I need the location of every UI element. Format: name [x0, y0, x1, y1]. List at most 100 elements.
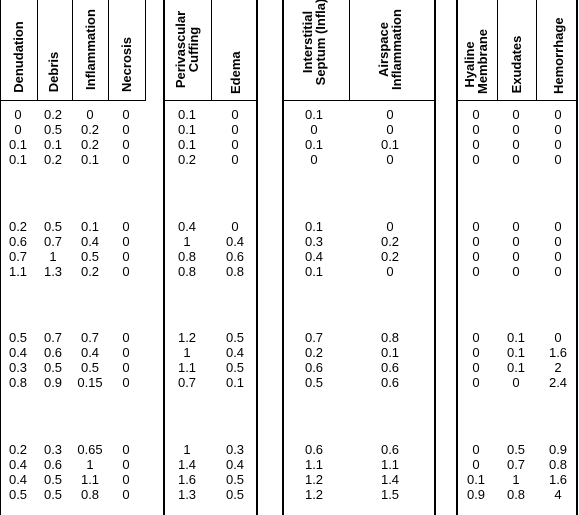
table-cell: 0: [86, 107, 94, 122]
table-cell: 0: [122, 375, 130, 390]
table-cell: 0.8: [80, 487, 100, 502]
table-cell: 1.5: [380, 487, 400, 502]
table-cell: 0.2: [8, 442, 28, 457]
table-cell: 1.6: [548, 472, 568, 487]
table-cell: 0.5: [506, 442, 526, 457]
table-cell: 0: [122, 152, 130, 167]
table-cell: 0.1: [225, 375, 245, 390]
table-cell: 0: [472, 442, 480, 457]
table-cell: 0.7: [80, 330, 100, 345]
table-cell: 0.8: [8, 375, 28, 390]
table-cell: 0.2: [80, 137, 100, 152]
table-cell: 0.9: [466, 487, 486, 502]
table-cell: 0.8: [177, 264, 197, 279]
table-cell: 0.5: [43, 360, 63, 375]
table-cell: 0: [554, 264, 562, 279]
table-cell: 0.8: [225, 264, 245, 279]
column-header-label: Exudates: [508, 35, 524, 94]
table-cell: 0.1: [304, 137, 324, 152]
table-cell: 1: [183, 442, 191, 457]
table-cell: 0: [554, 219, 562, 234]
table-cell: 0.5: [43, 219, 63, 234]
table-cell: 0.5: [304, 375, 324, 390]
table-cell: 0.2: [380, 249, 400, 264]
column-header-line: Denudation: [10, 21, 26, 93]
table-cell: 0: [386, 219, 394, 234]
table-cell: 0: [512, 137, 520, 152]
table-cell: 0: [554, 249, 562, 264]
column-divider: [0, 0, 1, 515]
table-cell: 1: [183, 345, 191, 360]
table-cell: 0.6: [380, 442, 400, 457]
table-cell: 2: [554, 360, 562, 375]
column-header-line: Exudates: [508, 35, 524, 94]
table-cell: 0: [231, 137, 239, 152]
table-cell: 0: [512, 219, 520, 234]
table-cell: 0.5: [8, 330, 28, 345]
table-cell: 0.1: [80, 152, 100, 167]
table-cell: 0.1: [506, 330, 526, 345]
table-cell: 0.6: [225, 249, 245, 264]
table-cell: 0: [472, 264, 480, 279]
table-cell: 0.6: [43, 345, 63, 360]
table-cell: 0.2: [177, 152, 197, 167]
table-cell: 0.8: [506, 487, 526, 502]
table-cell: 0.5: [80, 249, 100, 264]
header-rule: [0, 100, 146, 101]
table-cell: 0.8: [548, 457, 568, 472]
table-cell: 0.15: [77, 375, 103, 390]
table-cell: 0.1: [304, 219, 324, 234]
column-divider: [576, 0, 578, 515]
table-cell: 0.4: [80, 345, 100, 360]
table-cell: 0: [554, 122, 562, 137]
table-cell: 0: [122, 107, 130, 122]
table-cell: 0.3: [225, 442, 245, 457]
table-cell: 0.1: [506, 360, 526, 375]
table-cell: 0.9: [548, 442, 568, 457]
table-cell: 0.7: [43, 330, 63, 345]
column-divider: [211, 0, 212, 100]
table-cell: 4: [554, 487, 562, 502]
table-cell: 1.1: [380, 457, 400, 472]
column-header-label: Inflammation: [83, 5, 98, 94]
column-header-line: Septum (Infla): [313, 0, 328, 86]
table-cell: 0.1: [177, 137, 197, 152]
table-cell: 1: [86, 457, 94, 472]
column-header-line: Inflammation: [389, 9, 404, 90]
table-cell: 0: [472, 152, 480, 167]
table-cell: 1.2: [177, 330, 197, 345]
table-cell: 0: [122, 249, 130, 264]
table-cell: 1.6: [548, 345, 568, 360]
table-cell: 1.4: [177, 457, 197, 472]
column-header-label: Edema: [228, 51, 243, 94]
column-header-line: Membrane: [475, 28, 490, 94]
table-cell: 0: [512, 234, 520, 249]
table-cell: 0: [231, 219, 239, 234]
table-cell: 0.5: [43, 487, 63, 502]
table-cell: 0.7: [506, 457, 526, 472]
table-cell: 0.6: [380, 360, 400, 375]
table-cell: 0.4: [304, 249, 324, 264]
table-cell: 0: [472, 137, 480, 152]
table-cell: 0.7: [43, 234, 63, 249]
table-cell: 0: [472, 234, 480, 249]
table-cell: 0: [231, 107, 239, 122]
table-cell: 0.5: [43, 122, 63, 137]
table-cell: 0.7: [177, 375, 197, 390]
table-cell: 0.2: [80, 264, 100, 279]
table-cell: 0.1: [304, 107, 324, 122]
table-cell: 0.1: [8, 152, 28, 167]
table-cell: 0.6: [380, 375, 400, 390]
table-cell: 0.4: [225, 345, 245, 360]
table-cell: 1.1: [8, 264, 28, 279]
table-cell: 0.4: [177, 219, 197, 234]
table-cell: 0: [122, 442, 130, 457]
table-cell: 0.1: [506, 345, 526, 360]
table-cell: 0.2: [8, 219, 28, 234]
table-cell: 0: [122, 330, 130, 345]
table-cell: 0.2: [43, 152, 63, 167]
table-cell: 0: [512, 107, 520, 122]
table-cell: 0: [554, 330, 562, 345]
table-cell: 0: [14, 107, 22, 122]
